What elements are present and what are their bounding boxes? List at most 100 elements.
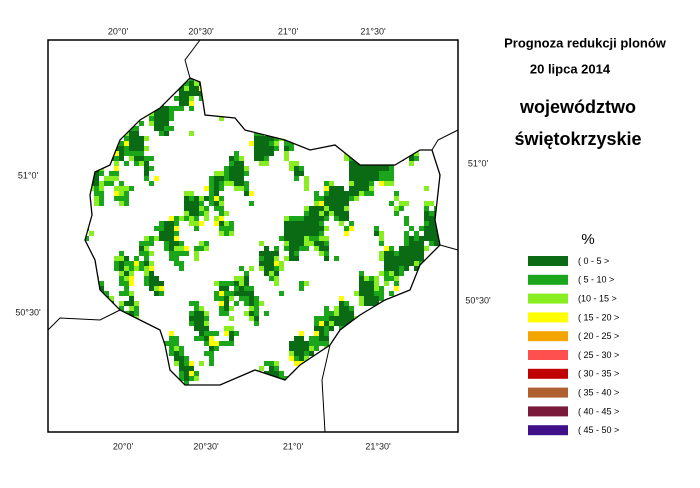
raster-cell [314, 321, 319, 326]
raster-cell [199, 321, 204, 326]
raster-cell [284, 231, 289, 236]
raster-cell [289, 351, 294, 356]
raster-cell [324, 241, 329, 246]
raster-cell [269, 276, 274, 281]
raster-cell [334, 196, 339, 201]
raster-cell [309, 206, 314, 211]
coordinate-labels: 20°0' 20°0' 20°30' 20°30' 21°0' 21°0' 21°30' 21… [15, 26, 491, 451]
raster-cell [339, 216, 344, 221]
raster-cell [119, 271, 124, 276]
raster-cell [324, 191, 329, 196]
raster-cell [369, 191, 374, 196]
raster-cell [194, 81, 199, 86]
raster-cell [234, 156, 239, 161]
raster-cell [189, 81, 194, 86]
raster-cell [264, 246, 269, 251]
raster-cell [159, 106, 164, 111]
raster-cell [149, 286, 154, 291]
raster-cell [334, 306, 339, 311]
raster-cell [334, 186, 339, 191]
raster-cell [264, 311, 269, 316]
raster-cell [159, 121, 164, 126]
raster-cell [119, 146, 124, 151]
raster-cell [259, 161, 264, 166]
raster-cell [209, 181, 214, 186]
legend-swatch [528, 293, 568, 304]
raster-cell [304, 176, 309, 181]
raster-cell [319, 201, 324, 206]
raster-cell [214, 206, 219, 211]
raster-cell [314, 231, 319, 236]
raster-cell [324, 196, 329, 201]
raster-cell [309, 226, 314, 231]
raster-cell [404, 241, 409, 246]
raster-cell [119, 156, 124, 161]
raster-cell [189, 196, 194, 201]
raster-cell [85, 236, 89, 241]
raster-cell [359, 291, 364, 296]
raster-cell [149, 276, 154, 281]
raster-cell [394, 211, 399, 216]
raster-cell [169, 216, 174, 221]
raster-cell [414, 236, 419, 241]
raster-cell [219, 306, 224, 311]
raster-cell [189, 206, 194, 211]
raster-cell [359, 166, 364, 171]
raster-cell [154, 226, 159, 231]
raster-cell [194, 206, 199, 211]
raster-cell [304, 241, 309, 246]
raster-cell [169, 106, 174, 111]
raster-cell [194, 376, 199, 381]
raster-cell [234, 331, 239, 336]
raster-cell [384, 246, 389, 251]
raster-cell [224, 211, 229, 216]
raster-cell [374, 296, 379, 301]
raster-cell [229, 221, 234, 226]
raster-cell [389, 256, 394, 261]
raster-cell [324, 186, 329, 191]
raster-cell [354, 161, 359, 166]
raster-cell [214, 176, 219, 181]
raster-cell [244, 186, 249, 191]
raster-cell [194, 91, 199, 96]
raster-cell [224, 181, 229, 186]
raster-cell [314, 336, 319, 341]
raster-cell [124, 256, 129, 261]
raster-cell [184, 381, 189, 385]
raster-cell [174, 241, 179, 246]
raster-cell [159, 116, 164, 121]
raster-cell [259, 136, 264, 141]
raster-cell [174, 261, 179, 266]
raster-cell [384, 266, 389, 271]
raster-cell [129, 136, 134, 141]
raster-cell [324, 246, 329, 251]
raster-cell [409, 251, 414, 256]
raster-cell [114, 171, 119, 176]
legend-unit: % [581, 231, 594, 248]
raster-cell [284, 216, 289, 221]
raster-cell [339, 306, 344, 311]
raster-cell [294, 241, 299, 246]
raster-cell [334, 311, 339, 316]
raster-cell [114, 191, 119, 196]
raster-cell [424, 231, 429, 236]
raster-cell [149, 271, 154, 276]
raster-cell [189, 316, 194, 321]
raster-cell [244, 281, 249, 286]
raster-cell [349, 221, 354, 226]
raster-cell [259, 301, 264, 306]
raster-cell [214, 181, 219, 186]
raster-cell [274, 146, 279, 151]
raster-cell [319, 231, 324, 236]
raster-cell [214, 191, 219, 196]
raster-cell [184, 376, 189, 381]
raster-cell [159, 111, 164, 116]
raster-cell [119, 141, 124, 146]
raster-cell [379, 256, 384, 261]
raster-cell [119, 196, 124, 201]
raster-cell [429, 231, 434, 236]
raster-cell [144, 146, 149, 151]
raster-cell [279, 291, 284, 296]
raster-cell [189, 366, 194, 371]
raster-cell [144, 241, 149, 246]
